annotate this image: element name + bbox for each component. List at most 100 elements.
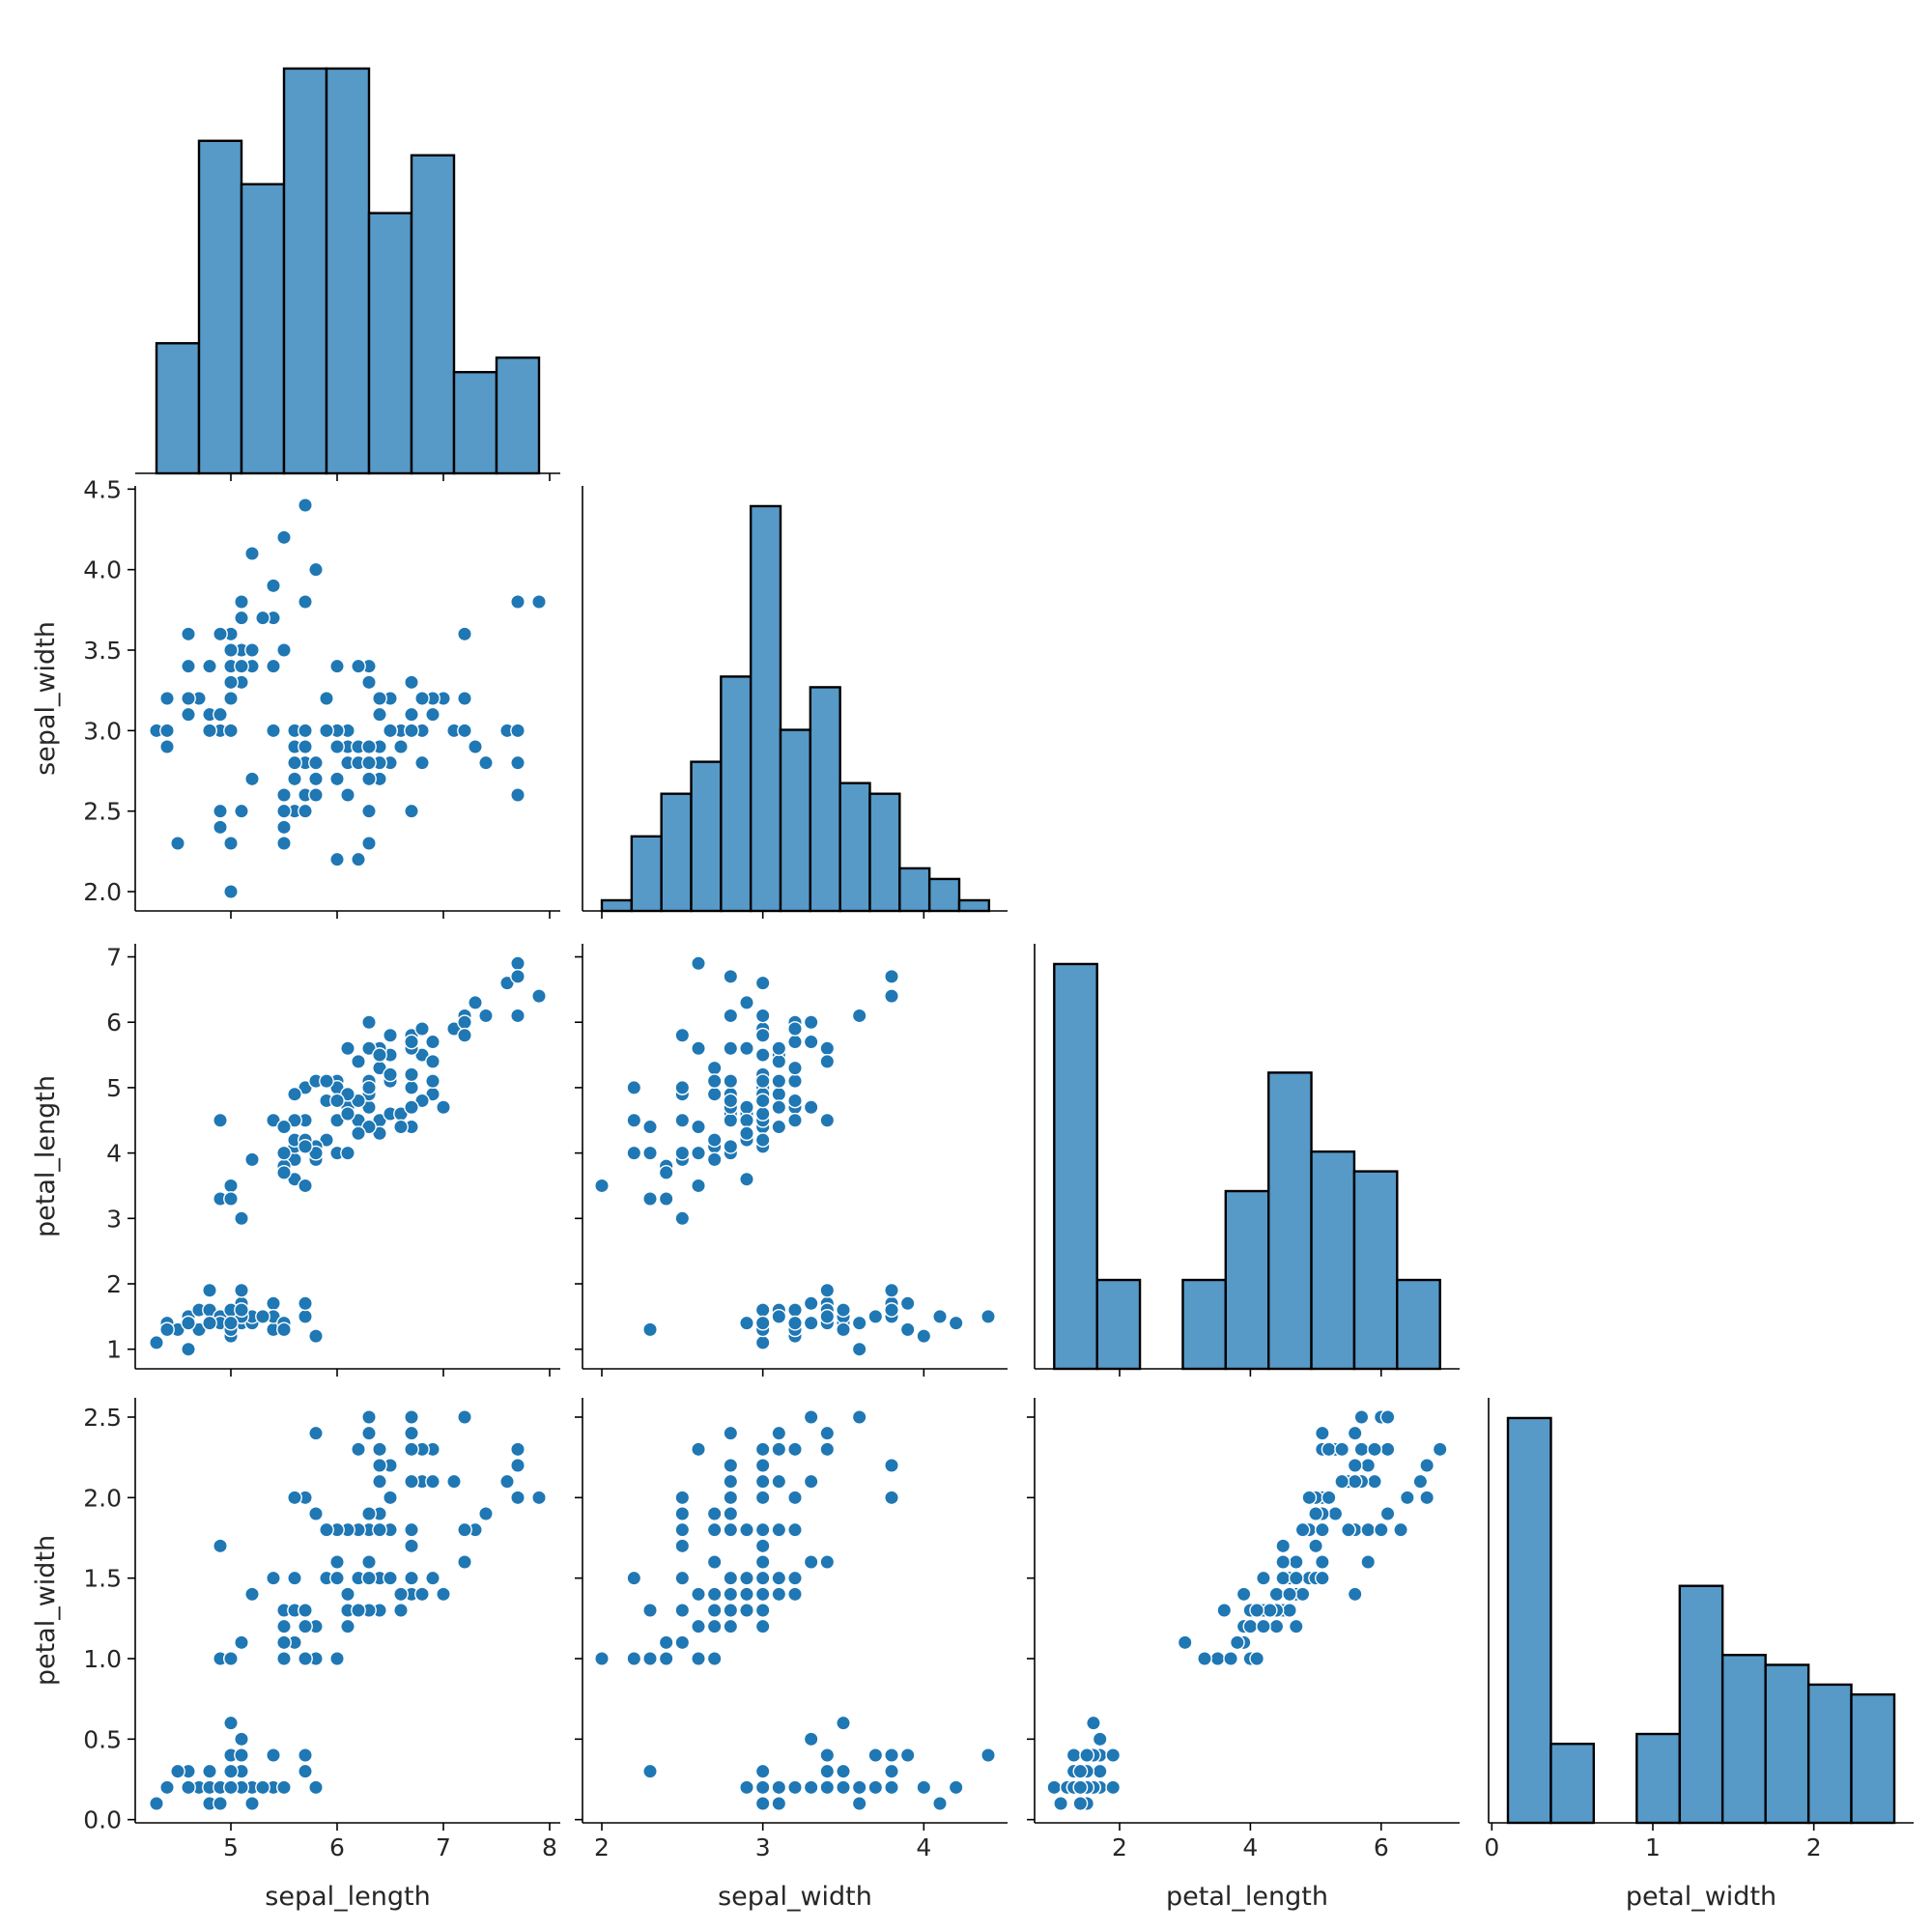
point-petal_width-vs-sepal_width-110 [787,1490,803,1506]
point-petal_width-vs-sepal_length-58 [393,1603,409,1618]
point-petal_width-vs-sepal_length-93 [223,1651,239,1666]
point-sepal_width-vs-sepal_length-31 [266,658,281,674]
point-petal_width-vs-sepal_length-81 [276,1651,292,1666]
point-sepal_width-vs-sepal_length-32 [244,546,260,561]
y-tick-label-petal_length-5: 5 [106,1074,122,1102]
point-petal_width-vs-petal_length-143 [1367,1441,1382,1458]
point-petal_width-vs-sepal_length-52 [425,1570,440,1586]
y-tick-label-petal_width-2: 2.0 [83,1484,122,1512]
point-petal_width-vs-petal_length-22 [1046,1779,1063,1796]
point-petal_length-vs-sepal_width-142 [706,1073,723,1090]
x-tick-label-petal_width-1: 1 [1645,1833,1661,1861]
point-petal_length-vs-sepal_length-36 [276,1321,292,1338]
point-sepal_width-vs-sepal_length-96 [298,739,313,754]
hist-bar-sepal_width-0 [600,898,634,913]
point-petal_length-vs-sepal_width-98 [674,1210,691,1227]
point-petal_width-vs-sepal_width-51 [787,1570,803,1586]
hist-bar-petal_length-1 [1095,1278,1142,1371]
point-petal_width-vs-sepal_width-92 [691,1618,706,1634]
point-petal_length-vs-sepal_width-129 [754,1027,771,1043]
point-sepal_width-vs-sepal_length-34 [213,706,228,723]
point-petal_width-vs-sepal_width-88 [754,1603,771,1618]
point-petal_length-vs-sepal_width-39 [819,1308,836,1324]
point-petal_width-vs-sepal_width-19 [884,1763,899,1779]
y-tick-label-sepal_width-3-5: 3.5 [83,637,122,665]
point-petal_length-vs-sepal_width-52 [771,1086,787,1102]
point-sepal_width-vs-sepal_length-68 [351,851,366,867]
point-petal_width-vs-sepal_width-124 [803,1473,819,1490]
point-petal_width-vs-petal_length-90 [1268,1618,1285,1634]
point-petal_length-vs-sepal_width-143 [787,1021,803,1037]
point-sepal_width-vs-sepal_length-142 [308,771,324,787]
point-sepal_width-vs-sepal_length-103 [361,739,377,754]
point-petal_width-vs-petal_length-107 [1393,1521,1408,1538]
point-petal_length-vs-sepal_width-149 [754,1073,771,1090]
point-petal_length-vs-sepal_width-62 [626,1145,642,1161]
point-petal_width-vs-sepal_length-114 [308,1425,324,1441]
point-petal_length-vs-sepal_width-65 [771,1119,787,1135]
point-sepal_width-vs-sepal_length-109 [457,626,472,642]
point-petal_width-vs-petal_length-85 [1275,1554,1292,1570]
point-petal_width-vs-sepal_length-59 [244,1586,260,1603]
point-sepal_width-vs-sepal_length-24 [202,658,217,674]
point-petal_width-vs-sepal_width-67 [706,1651,723,1666]
point-sepal_width-vs-sepal_length-145 [404,723,419,739]
point-petal_width-vs-petal_length-122 [1419,1490,1435,1506]
point-petal_width-vs-sepal_length-44 [234,1747,249,1763]
point-petal_length-vs-sepal_width-139 [771,1053,787,1069]
point-petal_width-vs-petal_length-99 [1249,1603,1265,1618]
point-petal_length-vs-sepal_width-32 [932,1308,948,1324]
point-petal_length-vs-sepal_length-97 [351,1125,366,1142]
point-petal_width-vs-sepal_width-87 [642,1603,658,1618]
point-petal_width-vs-sepal_width-99 [723,1603,739,1618]
point-petal_length-vs-sepal_length-24 [202,1282,217,1298]
point-petal_width-vs-sepal_length-140 [404,1425,419,1441]
point-petal_width-vs-petal_length-95 [1256,1618,1271,1634]
point-sepal_width-vs-sepal_length-16 [266,578,281,594]
point-petal_width-vs-sepal_length-125 [457,1521,472,1538]
point-petal_length-vs-sepal_width-23 [803,1295,819,1312]
hist-bar-sepal_width-3 [690,760,723,913]
point-petal_width-vs-petal_length-73 [1288,1618,1304,1634]
hist-bar-petal_width-6 [1764,1663,1810,1825]
point-petal_width-vs-petal_length-16 [1065,1747,1082,1763]
y-tick-label-petal_length-2: 2 [106,1270,122,1298]
hist-bar-petal_width-8 [1850,1692,1896,1825]
point-petal_width-vs-petal_length-79 [1209,1651,1226,1666]
point-petal_width-vs-sepal_length-108 [404,1521,419,1538]
point-petal_width-vs-sepal_length-36 [276,1779,292,1796]
point-petal_length-vs-sepal_width-29 [787,1302,803,1318]
point-sepal_width-vs-sepal_length-37 [213,626,228,642]
point-petal_width-vs-sepal_width-98 [674,1634,691,1651]
point-petal_width-vs-petal_length-147 [1321,1490,1337,1506]
hist-bar-sepal_length-0 [155,342,201,475]
hist-bar-sepal_width-4 [720,675,753,913]
point-petal_length-vs-sepal_length-145 [404,1066,419,1083]
point-petal_width-vs-petal_length-67 [1249,1651,1265,1666]
point-petal_length-vs-sepal_width-51 [787,1112,803,1128]
point-petal_length-vs-sepal_length-138 [329,1093,345,1109]
x-tick-label-petal_length-2: 2 [1112,1833,1127,1861]
point-petal_length-vs-sepal_width-8 [739,1315,754,1331]
point-petal_length-vs-sepal_width-120 [787,1034,803,1050]
point-petal_length-vs-sepal_width-43 [836,1302,851,1318]
point-petal_length-vs-sepal_width-79 [691,1178,706,1194]
point-sepal_width-vs-sepal_length-143 [414,691,430,706]
point-petal_length-vs-sepal_width-44 [884,1282,899,1298]
point-petal_length-vs-sepal_width-47 [787,1315,803,1331]
point-petal_width-vs-petal_length-102 [1367,1473,1382,1490]
point-petal_length-vs-sepal_width-60 [594,1178,610,1194]
point-petal_length-vs-sepal_width-140 [771,1040,787,1057]
point-sepal_width-vs-sepal_length-53 [276,836,292,851]
point-petal_width-vs-sepal_length-13 [149,1796,164,1811]
point-petal_width-vs-petal_length-61 [1256,1570,1271,1586]
point-petal_length-vs-sepal_width-57 [658,1191,674,1207]
hist-bar-sepal_width-7 [809,686,841,913]
point-petal_width-vs-petal_length-97 [1262,1603,1278,1618]
point-petal_width-vs-petal_length-92 [1242,1618,1259,1634]
point-petal_length-vs-sepal_width-92 [691,1145,706,1161]
point-petal_length-vs-sepal_width-45 [754,1315,771,1331]
point-petal_width-vs-sepal_width-81 [658,1651,674,1666]
point-sepal_width-vs-sepal_length-85 [329,658,345,674]
